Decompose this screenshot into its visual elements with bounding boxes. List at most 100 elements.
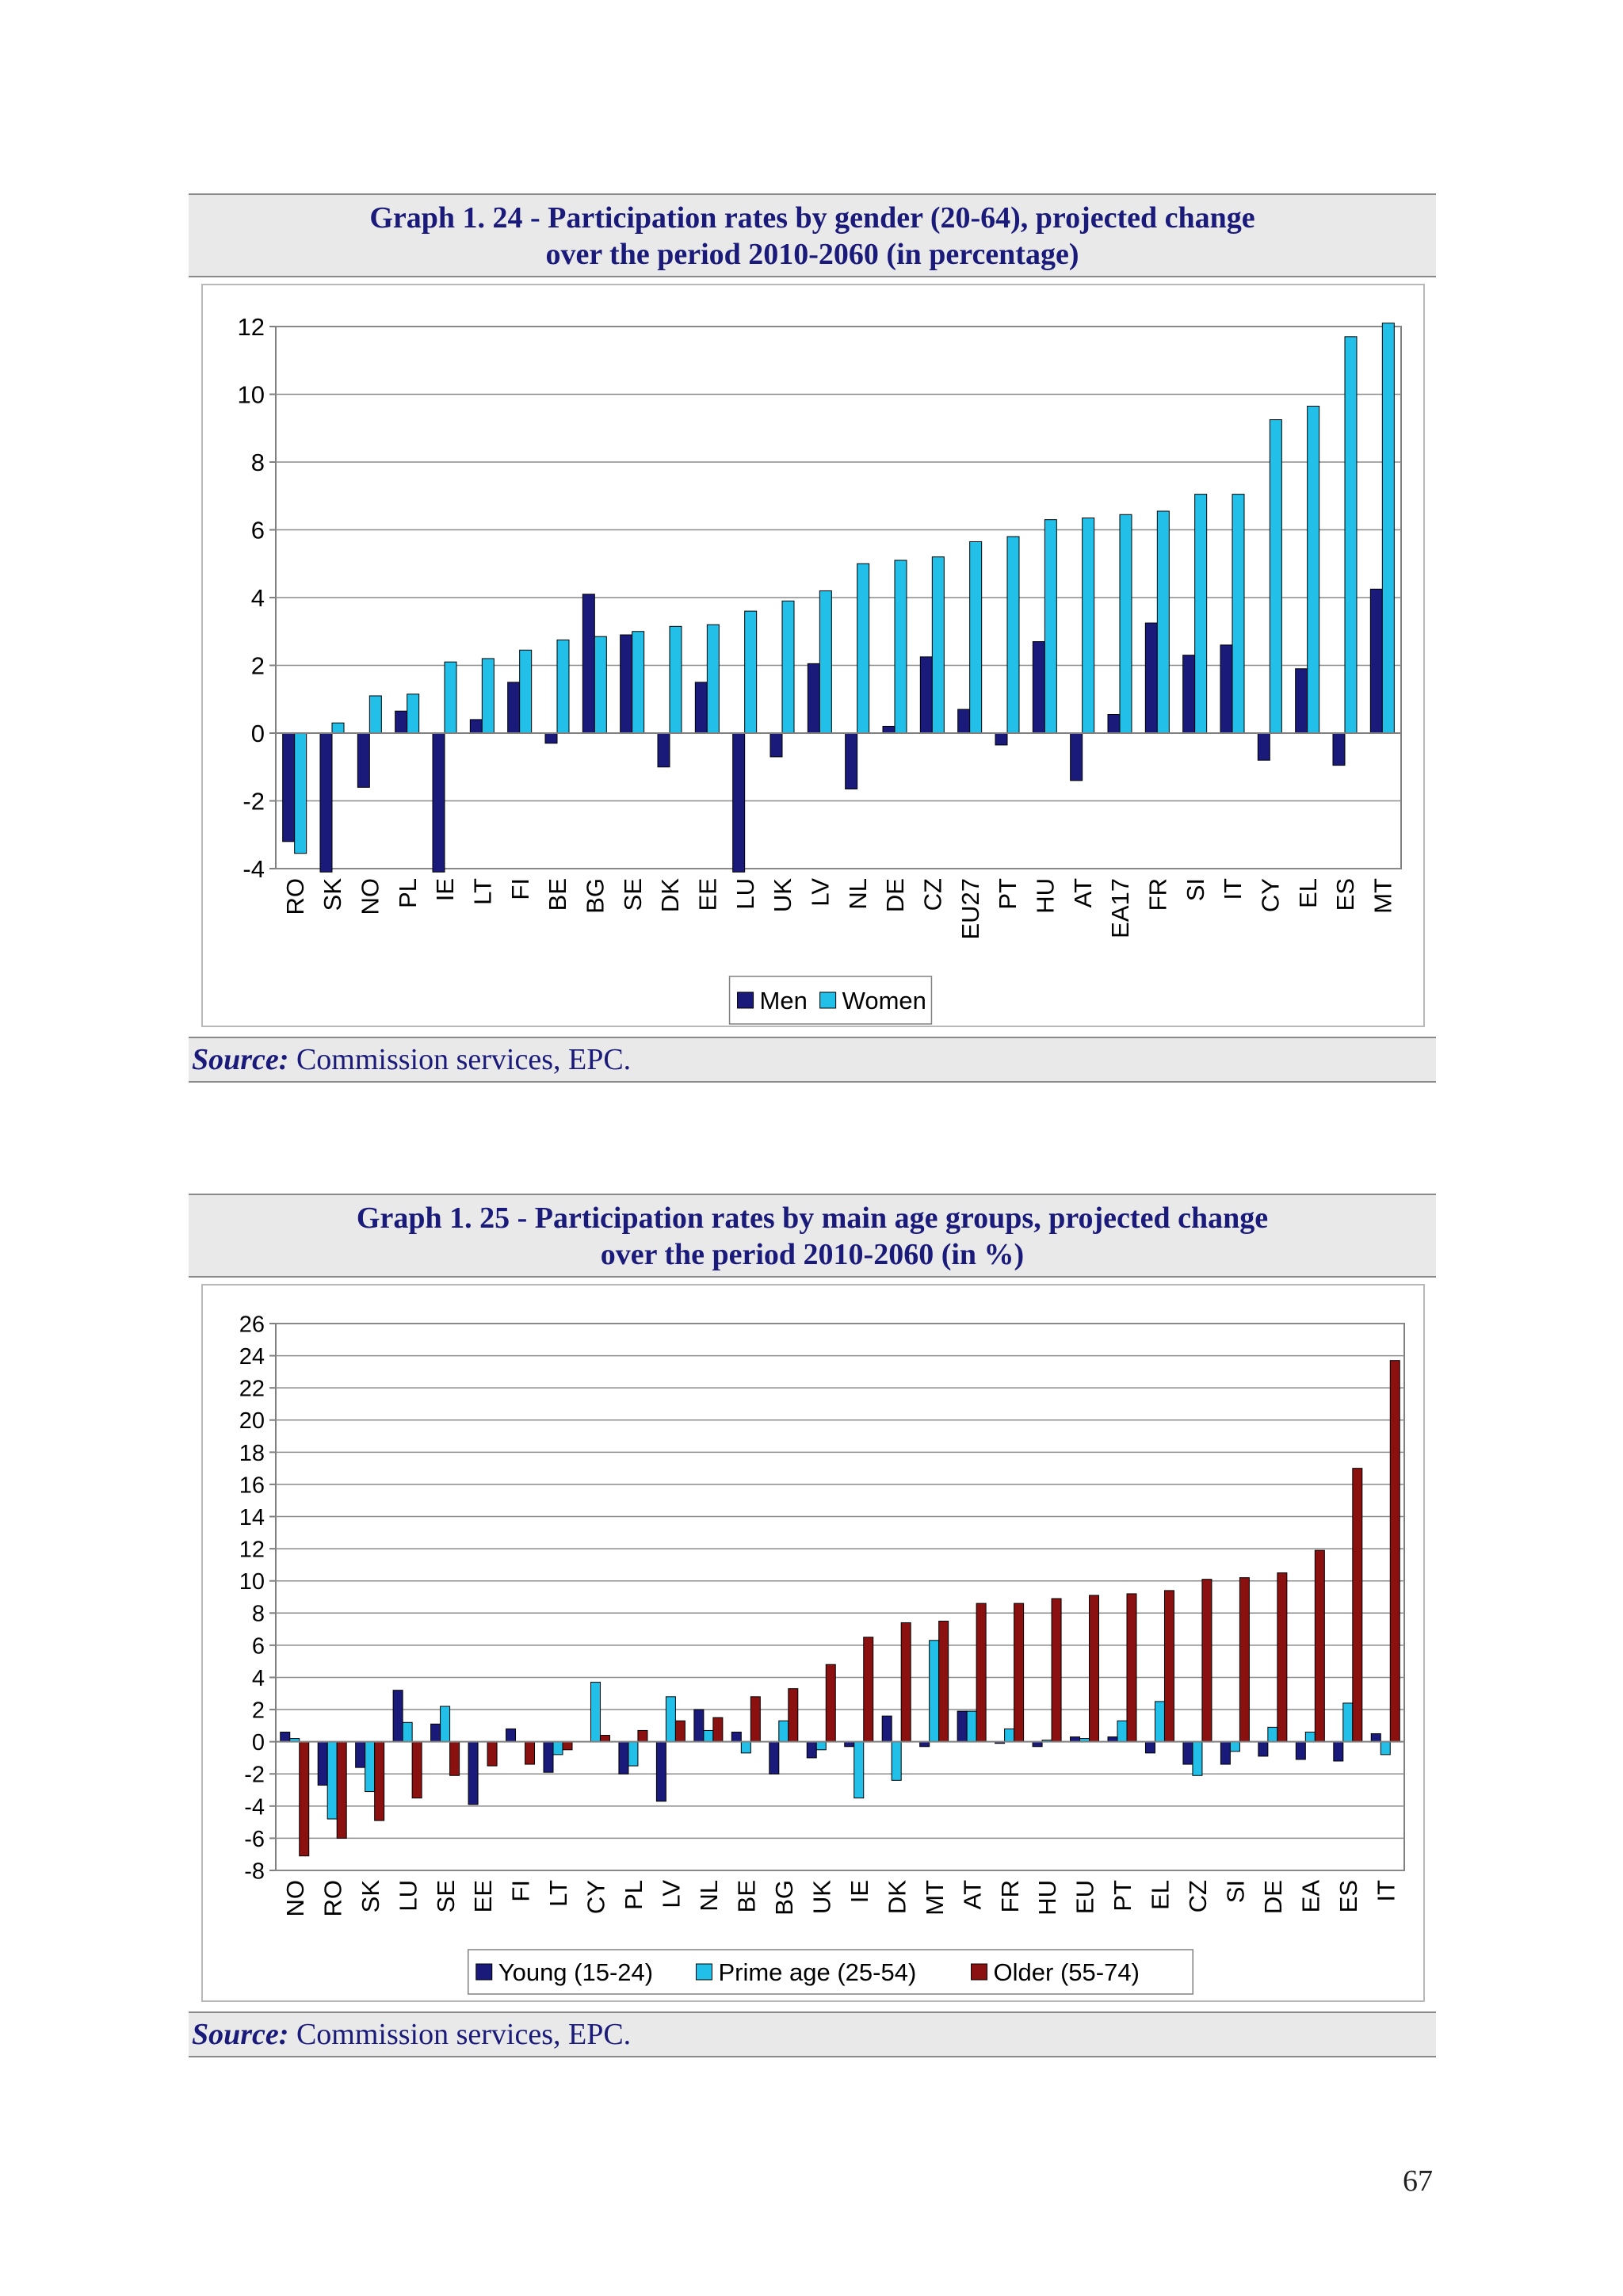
y-tick-label: 12 [238, 313, 265, 341]
y-tick-label: 20 [239, 1408, 265, 1434]
bar-prime-age-25-54-uk [815, 1741, 827, 1751]
x-category-label: BE [544, 878, 571, 911]
x-category-label: CZ [918, 878, 946, 911]
x-category-label: CZ [1184, 1880, 1212, 1912]
bar-young-15-24-lv [655, 1741, 666, 1802]
bar-women-dk [669, 625, 682, 734]
graph-title-line1: Graph 1. 25 - Participation rates by mai… [356, 1201, 1269, 1235]
y-tick-label: 4 [251, 584, 265, 612]
x-category-label: EL [1294, 878, 1322, 908]
bar-older-55-74-eu [1089, 1595, 1100, 1743]
bar-women-uk [781, 600, 795, 734]
legend-swatch [695, 1963, 712, 1981]
bar-young-15-24-ea [1295, 1741, 1306, 1760]
y-tick-label: 10 [239, 1569, 265, 1595]
bar-men-be [544, 732, 558, 744]
x-category-label: FI [506, 878, 534, 900]
x-category-label: DE [881, 878, 909, 912]
x-category-label: EA17 [1106, 878, 1134, 938]
bar-women-it [1232, 494, 1245, 734]
bar-men-at [1070, 732, 1083, 781]
x-category-label: BG [581, 878, 609, 914]
bar-men-dk [657, 732, 670, 768]
bar-older-55-74-si [1239, 1577, 1250, 1743]
bar-prime-age-25-54-de [1267, 1726, 1278, 1743]
graph-title: Graph 1. 25 - Participation rates by mai… [189, 1194, 1436, 1278]
bar-young-15-24-nl [693, 1709, 705, 1743]
bar-men-cy [1257, 732, 1270, 761]
legend-label: Young (15-24) [498, 1958, 653, 1986]
bar-women-bg [594, 636, 607, 734]
bar-prime-age-25-54-ea [1304, 1731, 1316, 1743]
bar-older-55-74-cy [599, 1735, 610, 1743]
bar-older-55-74-lt [562, 1741, 573, 1751]
bar-young-15-24-at [957, 1710, 968, 1743]
source-label: Source: [192, 2018, 289, 2051]
x-category-label: EE [469, 1880, 497, 1912]
bar-older-55-74-bg [788, 1688, 799, 1743]
bar-older-55-74-it [1389, 1360, 1400, 1743]
bar-young-15-24-ro [317, 1741, 328, 1786]
bar-prime-age-25-54-cz [1192, 1741, 1203, 1776]
chart-frame-2: -8 -6 -4 -2 0 2 4 6 8 10 12 14 16 18 20 22 24 26 NO RO SK LU S… [201, 1284, 1425, 2002]
bar-young-15-24-ee [468, 1741, 479, 1805]
bar-men-uk [769, 732, 783, 758]
y-tick-label: 10 [238, 381, 265, 409]
bar-prime-age-25-54-at [966, 1710, 977, 1743]
bar-older-55-74-pt [1126, 1593, 1137, 1743]
bar-men-si [1182, 655, 1196, 734]
x-category-label: NO [281, 1880, 309, 1917]
bar-men-pl [395, 710, 408, 734]
x-category-label: AT [1069, 878, 1097, 907]
x-category-label: LU [731, 878, 759, 910]
bar-men-lt [469, 719, 483, 734]
bar-men-de [882, 725, 896, 734]
bar-older-55-74-el [1163, 1590, 1174, 1743]
source-bar-2: Source: Commission services, EPC. [189, 2011, 1436, 2057]
bar-young-15-24-si [1220, 1741, 1231, 1765]
legend-label: Men [760, 987, 808, 1014]
bar-young-15-24-el [1144, 1741, 1155, 1754]
graph-title-line2: over the period 2010-2060 (in percentage… [545, 238, 1079, 271]
bar-prime-age-25-54-bg [778, 1720, 789, 1743]
x-category-label: PL [394, 878, 422, 908]
bar-young-15-24-es [1333, 1741, 1344, 1762]
y-tick-label: 0 [251, 720, 265, 747]
bar-men-nl [845, 732, 858, 790]
x-category-label: CY [582, 1880, 610, 1914]
bar-women-sk [331, 722, 345, 734]
y-tick-label: 0 [252, 1730, 265, 1755]
bar-women-se [632, 631, 645, 734]
x-category-label: IE [431, 878, 459, 901]
bar-prime-age-25-54-lv [665, 1696, 676, 1743]
bar-older-55-74-no [299, 1741, 310, 1857]
bar-women-lv [819, 590, 832, 734]
bar-women-fi [519, 649, 533, 734]
x-category-label: DK [656, 878, 684, 912]
x-category-label: EA [1296, 1880, 1324, 1913]
bar-women-mt [1381, 323, 1395, 734]
bar-prime-age-25-54-si [1229, 1741, 1240, 1752]
bar-older-55-74-pl [637, 1729, 648, 1743]
x-category-label: EU [1071, 1880, 1099, 1914]
x-category-label: IT [1372, 1880, 1400, 1902]
x-category-label: IT [1219, 878, 1247, 900]
bar-women-fr [1156, 510, 1170, 734]
legend-label: Older (55-74) [994, 1958, 1140, 1986]
legend-swatch [475, 1963, 493, 1981]
y-tick-label: 8 [252, 1602, 265, 1627]
bar-older-55-74-sk [374, 1741, 385, 1821]
y-tick-label: -6 [244, 1827, 265, 1852]
legend-swatch [819, 991, 837, 1009]
bar-women-be [556, 639, 570, 734]
graph-title: Graph 1. 24 - Participation rates by gen… [189, 193, 1436, 277]
y-tick-label: -2 [242, 788, 265, 816]
x-category-label: FR [996, 1880, 1024, 1912]
bar-older-55-74-ie [863, 1637, 874, 1743]
bar-prime-age-25-54-se [440, 1706, 451, 1743]
bar-older-55-74-fr [1014, 1603, 1025, 1743]
bar-young-15-24-fi [506, 1728, 517, 1743]
plot-area [275, 1323, 1405, 1871]
bar-women-ro [294, 732, 307, 854]
